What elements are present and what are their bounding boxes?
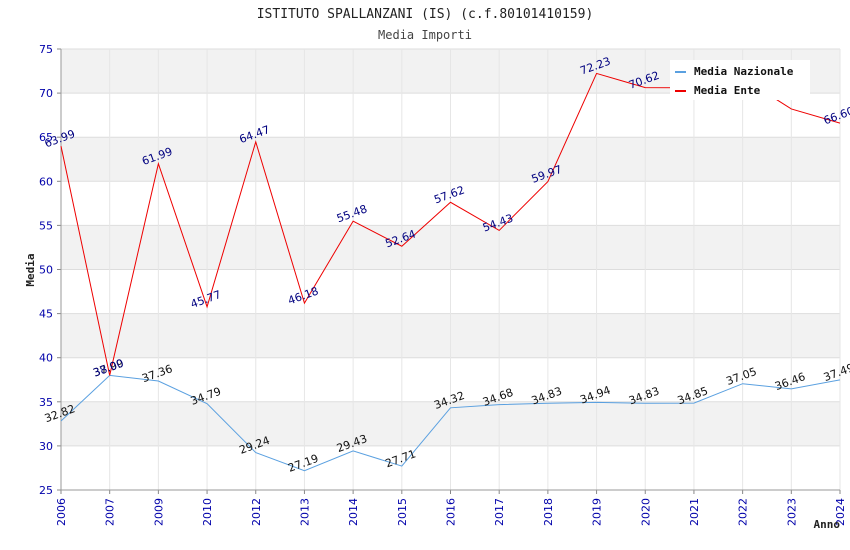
x-tick-label: 2009	[152, 498, 165, 526]
x-tick-label: 2006	[55, 498, 68, 526]
x-tick-label: 2015	[396, 498, 409, 526]
y-tick-label: 35	[39, 396, 53, 409]
y-tick-label: 50	[39, 264, 53, 277]
y-tick-label: 55	[39, 219, 53, 232]
y-tick-label: 65	[39, 131, 53, 144]
x-tick-label: 2007	[104, 498, 117, 526]
y-tick-label: 40	[39, 352, 53, 365]
x-axis: 2006 2007 2009 2010 2012 2013 2014 2015 2016 2017…	[55, 489, 847, 526]
x-tick-label: 2020	[639, 498, 652, 526]
x-tick-label: 2016	[445, 498, 458, 526]
x-tick-label: 2010	[201, 498, 214, 526]
x-tick-label: 2019	[591, 498, 604, 526]
chart-title: ISTITUTO SPALLANZANI (IS) (c.f.801014101…	[257, 7, 594, 22]
x-tick-label: 2013	[298, 498, 311, 526]
x-tick-label: 2012	[250, 498, 263, 526]
x-tick-label: 2017	[493, 498, 506, 526]
x-tick-label: 2014	[347, 498, 360, 526]
y-tick-label: 60	[39, 175, 53, 188]
y-tick-label: 30	[39, 440, 53, 453]
y-tick-label: 75	[39, 43, 53, 56]
legend-box	[670, 60, 810, 100]
legend: Media Nazionale Media Ente	[670, 60, 810, 100]
x-tick-label: 2021	[688, 498, 701, 526]
x-tick-label: 2022	[737, 498, 750, 526]
legend-label-ente: Media Ente	[694, 84, 761, 97]
y-axis-label: Media	[24, 253, 37, 286]
y-tick-label: 25	[39, 484, 53, 497]
y-tick-label: 70	[39, 87, 53, 100]
x-axis-label: Anno	[814, 518, 841, 531]
chart-subtitle: Media Importi	[378, 28, 472, 42]
x-tick-label: 2024	[834, 498, 847, 526]
x-tick-label: 2018	[542, 498, 555, 526]
y-tick-label: 45	[39, 308, 53, 321]
y-axis: 25 30 35 40 45 50 55 60 65 70 75	[39, 43, 62, 497]
legend-label-nazionale: Media Nazionale	[694, 65, 794, 78]
x-tick-label: 2023	[785, 498, 798, 526]
series-line-nazionale	[60, 374, 841, 472]
